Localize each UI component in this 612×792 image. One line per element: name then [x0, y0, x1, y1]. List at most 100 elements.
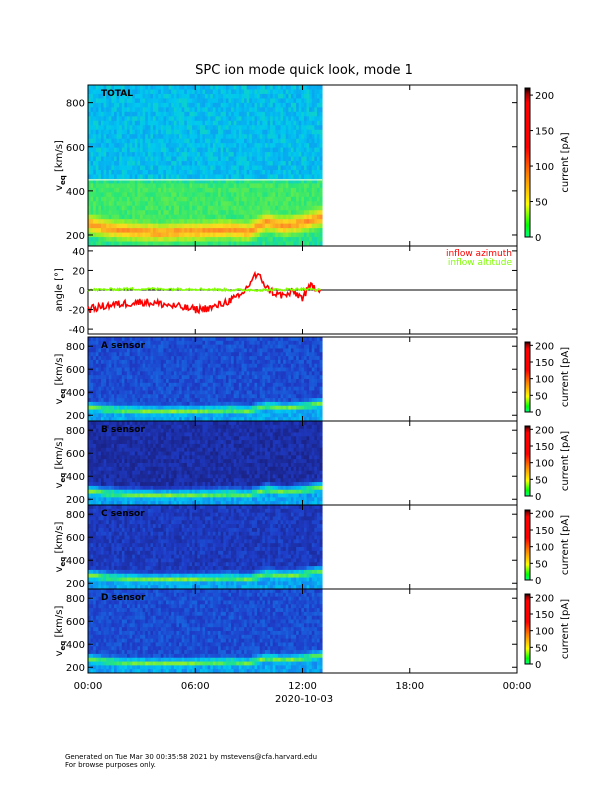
heatmap-cell: [241, 417, 245, 422]
heatmap-cell: [158, 219, 162, 225]
heatmap-cell: [277, 129, 281, 135]
heatmap-cell: [147, 102, 151, 108]
heatmap-cell: [114, 352, 118, 357]
heatmap-cell: [233, 134, 237, 140]
heatmap-cell: [283, 401, 287, 407]
heatmap-cell: [155, 201, 159, 207]
heatmap-cell: [93, 178, 97, 184]
heatmap-cell: [116, 165, 120, 171]
heatmap-cell: [186, 382, 190, 388]
heatmap-cell: [270, 340, 274, 346]
heatmap-cell: [90, 337, 94, 342]
heatmap-cell: [207, 178, 211, 184]
heatmap-cell: [176, 375, 180, 380]
heatmap-cell: [166, 241, 170, 247]
heatmap-cell: [129, 344, 133, 349]
heatmap-cell: [129, 187, 133, 193]
heatmap-cell: [228, 417, 232, 422]
heatmap-cell: [114, 232, 118, 238]
heatmap-cell: [288, 102, 292, 108]
heatmap-cell: [218, 352, 222, 357]
heatmap-cell: [257, 156, 261, 162]
heatmap-cell: [127, 398, 131, 403]
heatmap-cell: [173, 138, 177, 144]
heatmap-cell: [231, 375, 235, 380]
heatmap-cell: [158, 120, 162, 126]
heatmap-cell: [108, 196, 112, 202]
heatmap-cell: [316, 161, 320, 166]
heatmap-cell: [189, 205, 193, 211]
heatmap-cell: [103, 89, 107, 95]
heatmap-cell: [119, 348, 123, 353]
heatmap-cell: [290, 107, 294, 113]
heatmap-cell: [275, 359, 279, 365]
heatmap-cell: [192, 210, 196, 216]
heatmap-cell: [140, 379, 144, 384]
heatmap-cell: [275, 394, 279, 399]
heatmap-cell: [309, 134, 313, 140]
heatmap-cell: [108, 401, 112, 407]
heatmap-cell: [176, 111, 180, 117]
heatmap-cell: [254, 201, 258, 207]
heatmap-cell: [119, 143, 123, 149]
heatmap-cell: [95, 390, 99, 395]
heatmap-cell: [296, 223, 300, 229]
heatmap-cell: [202, 405, 206, 410]
heatmap-cell: [293, 89, 297, 95]
heatmap-cell: [249, 223, 253, 229]
heatmap-cell: [166, 169, 170, 175]
heatmap-cell: [210, 348, 214, 353]
heatmap-cell: [95, 348, 99, 353]
heatmap-cell: [309, 120, 313, 126]
heatmap-cell: [132, 116, 136, 122]
heatmap-cell: [179, 210, 183, 216]
heatmap-cell: [186, 143, 190, 149]
heatmap-cell: [254, 337, 258, 342]
heatmap-cell: [147, 394, 151, 399]
heatmap-cell: [171, 129, 175, 135]
heatmap-cell: [288, 169, 292, 175]
heatmap-cell: [197, 228, 201, 233]
y-tick-label: -20: [69, 306, 85, 317]
heatmap-cell: [251, 107, 255, 113]
heatmap-cell: [127, 169, 131, 175]
heatmap-cell: [264, 409, 268, 414]
heatmap-cell: [173, 363, 177, 368]
heatmap-cell: [249, 386, 253, 391]
heatmap-cell: [238, 134, 242, 140]
heatmap-cell: [296, 134, 300, 140]
heatmap-cell: [246, 201, 250, 207]
heatmap-cell: [244, 196, 248, 202]
heatmap-cell: [158, 375, 162, 380]
heatmap-cell: [168, 375, 172, 380]
heatmap-cell: [163, 89, 167, 95]
heatmap-cell: [306, 107, 310, 113]
heatmap-cell: [270, 375, 274, 380]
heatmap-cell: [244, 125, 248, 131]
heatmap-cell: [251, 134, 255, 140]
heatmap-cell: [168, 169, 172, 175]
heatmap-cell: [249, 232, 253, 238]
heatmap-cell: [129, 93, 133, 99]
heatmap-cell: [186, 134, 190, 140]
heatmap-cell: [101, 178, 105, 184]
heatmap-cell: [103, 219, 107, 225]
heatmap-cell: [236, 417, 240, 422]
heatmap-cell: [108, 409, 112, 414]
heatmap-cell: [231, 223, 235, 229]
heatmap-cell: [275, 187, 279, 193]
heatmap-cell: [285, 93, 289, 99]
heatmap-cell: [303, 210, 307, 216]
heatmap-cell: [228, 367, 232, 372]
heatmap-cell: [145, 409, 149, 414]
heatmap-cell: [197, 405, 201, 410]
heatmap-cell: [111, 241, 115, 247]
heatmap-cell: [238, 394, 242, 399]
heatmap-cell: [134, 394, 138, 399]
heatmap-cell: [205, 241, 209, 247]
heatmap-cell: [166, 382, 170, 388]
heatmap-cell: [218, 210, 222, 216]
heatmap-cell: [231, 116, 235, 122]
heatmap-cell: [233, 413, 237, 418]
heatmap-cell: [163, 359, 167, 365]
